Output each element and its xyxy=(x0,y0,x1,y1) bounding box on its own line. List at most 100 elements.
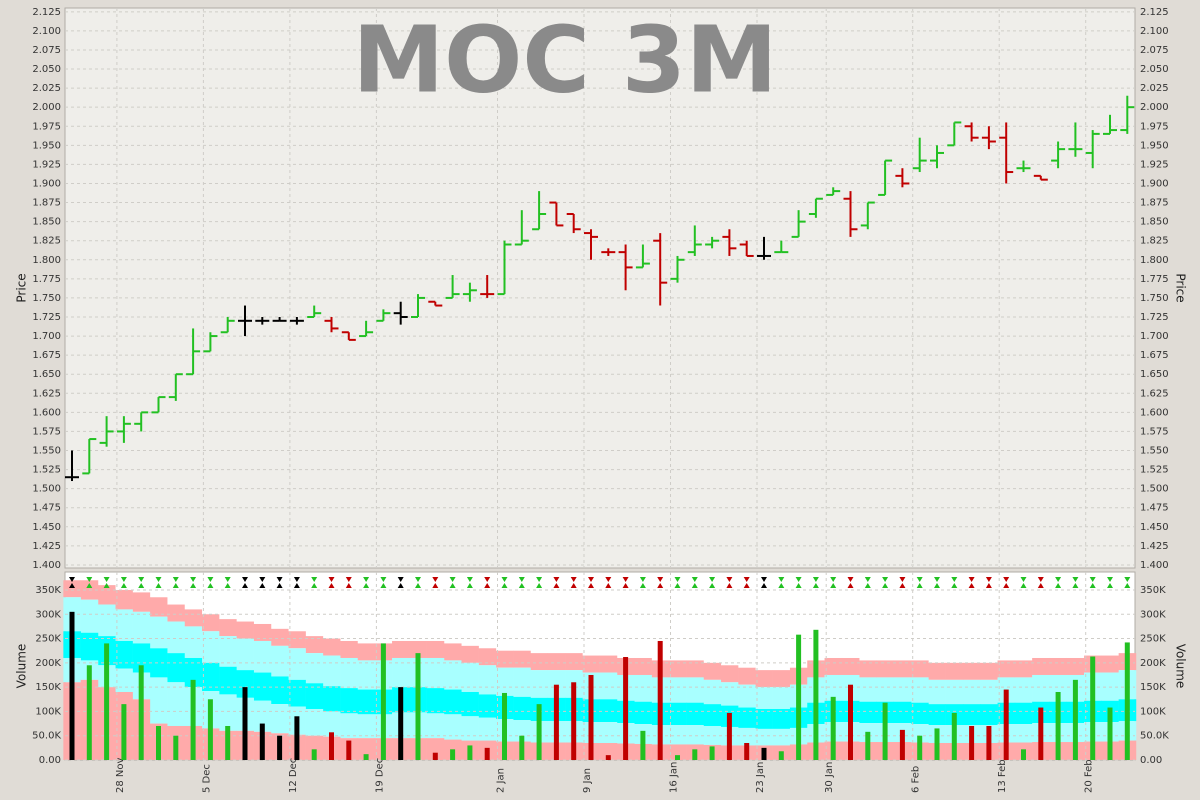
volume-band xyxy=(305,653,324,684)
signal-marker xyxy=(415,577,421,588)
volume-band xyxy=(962,679,981,705)
volume-band xyxy=(928,679,946,705)
volume-band xyxy=(478,694,497,718)
volume-band xyxy=(392,640,410,658)
volume-band xyxy=(599,722,618,743)
volume-band xyxy=(357,714,376,739)
x-tick-label: 19 Dec xyxy=(374,758,385,793)
volume-bar xyxy=(294,716,300,760)
signal-marker xyxy=(605,577,612,588)
volume-band xyxy=(859,701,877,724)
signal-marker xyxy=(138,577,145,588)
y-tick-label: 1.525 xyxy=(1140,465,1169,476)
volume-band xyxy=(357,689,376,715)
volume-band xyxy=(149,677,168,724)
y-tick-label: 1.450 xyxy=(32,522,61,533)
volume-bar xyxy=(502,692,507,760)
volume-band xyxy=(980,662,998,680)
signal-marker xyxy=(259,577,266,588)
volume-band xyxy=(184,626,203,658)
volume-band xyxy=(219,619,237,637)
volume-band xyxy=(461,645,479,663)
volume-band xyxy=(305,735,324,760)
volume-band xyxy=(599,655,618,673)
volume-band xyxy=(201,631,220,663)
y-tick-label: 1.550 xyxy=(32,446,61,457)
volume-bar xyxy=(830,696,836,760)
signal-marker xyxy=(172,577,179,588)
signal-marker xyxy=(345,577,352,588)
volume-bar xyxy=(467,745,473,760)
volume-band xyxy=(772,670,791,688)
signal-marker xyxy=(466,577,473,588)
volume-band xyxy=(426,713,445,739)
volume-bar xyxy=(311,749,317,760)
volume-bar xyxy=(363,754,369,760)
signal-marker xyxy=(726,577,733,588)
volume-band xyxy=(928,704,946,726)
volume-bar xyxy=(1072,679,1078,760)
y-tick-label: 1.675 xyxy=(32,350,61,361)
volume-band xyxy=(132,592,151,612)
volume-band xyxy=(859,677,877,702)
signal-marker xyxy=(1124,577,1131,588)
volume-band xyxy=(997,660,1016,678)
signal-marker xyxy=(709,577,716,588)
volume-band xyxy=(859,660,877,678)
signal-marker xyxy=(190,577,197,588)
signal-marker xyxy=(778,577,785,588)
volume-band xyxy=(565,653,583,671)
volume-band xyxy=(755,728,773,746)
signal-marker xyxy=(120,577,127,588)
y-tick-label: 1.925 xyxy=(32,159,61,170)
volume-bar xyxy=(86,665,92,760)
volume-band xyxy=(167,604,185,622)
volume-band xyxy=(1014,677,1033,703)
volume-bar xyxy=(865,731,871,760)
signal-marker xyxy=(553,577,560,588)
volume-band xyxy=(461,716,479,741)
signal-marker xyxy=(934,577,940,588)
y-tick-label: 250K xyxy=(1140,634,1166,645)
volume-band xyxy=(911,677,929,703)
volume-band xyxy=(668,660,687,678)
signal-marker xyxy=(1072,577,1079,588)
volume-band xyxy=(547,653,566,671)
y-tick-label: 1.875 xyxy=(32,198,61,209)
signal-marker xyxy=(985,577,992,588)
volume-band xyxy=(115,668,133,692)
volume-band xyxy=(738,684,756,708)
x-tick-label: 28 Nov xyxy=(115,757,126,793)
x-tick-label: 12 Dec xyxy=(288,758,299,793)
signal-marker xyxy=(1003,577,1010,588)
y-tick-label: 1.575 xyxy=(32,426,61,437)
price-panel xyxy=(64,7,1136,569)
x-tick-label: 6 Feb xyxy=(911,766,922,793)
volume-band xyxy=(772,687,791,709)
y-tick-label: 1.675 xyxy=(1140,350,1169,361)
volume-bar xyxy=(484,747,490,760)
volume-band xyxy=(80,632,99,661)
volume-band xyxy=(167,653,185,683)
y-tick-label: 1.500 xyxy=(32,484,61,495)
volume-band xyxy=(893,701,912,724)
signal-marker xyxy=(103,577,110,588)
volume-band xyxy=(686,725,704,745)
volume-band xyxy=(236,621,254,639)
volume-band xyxy=(703,704,722,726)
x-tick-label: 20 Feb xyxy=(1084,759,1095,793)
volume-bar xyxy=(259,723,265,760)
volume-bar xyxy=(173,735,179,760)
volume-bar xyxy=(640,730,646,760)
volume-bar xyxy=(1038,707,1044,760)
y-tick-label: 1.600 xyxy=(32,407,61,418)
volume-band xyxy=(755,708,773,729)
volume-band xyxy=(720,682,739,706)
signal-marker xyxy=(1107,577,1113,588)
y-tick-label: 150K xyxy=(35,682,61,693)
volume-bar xyxy=(1021,749,1026,760)
volume-band xyxy=(945,662,964,680)
volume-band xyxy=(80,599,99,633)
y-tick-label: 1.875 xyxy=(1140,198,1169,209)
